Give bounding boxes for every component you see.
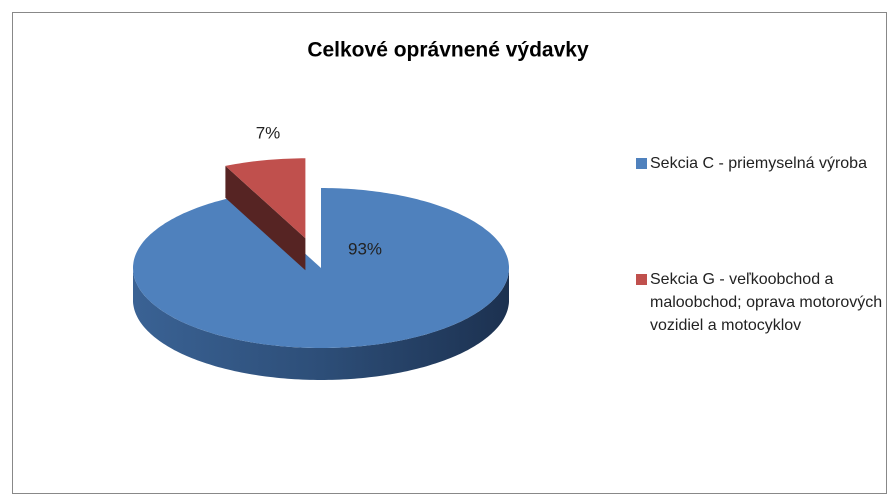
legend-swatch (636, 274, 647, 285)
legend-swatch (636, 158, 647, 169)
pie-slice-side (133, 268, 509, 380)
pie-slice (133, 188, 509, 348)
data-label: 7% (256, 123, 281, 142)
chart-title: Celkové oprávnené výdavky (307, 39, 589, 62)
pie-slice-wall (225, 165, 306, 271)
data-label: 93% (348, 239, 382, 258)
pie-slice (225, 158, 306, 239)
legend-label: Sekcia G - veľkoobchod a maloobchod; opr… (650, 271, 883, 334)
legend-label: Sekcia C - priemyselná výroba (650, 155, 867, 172)
